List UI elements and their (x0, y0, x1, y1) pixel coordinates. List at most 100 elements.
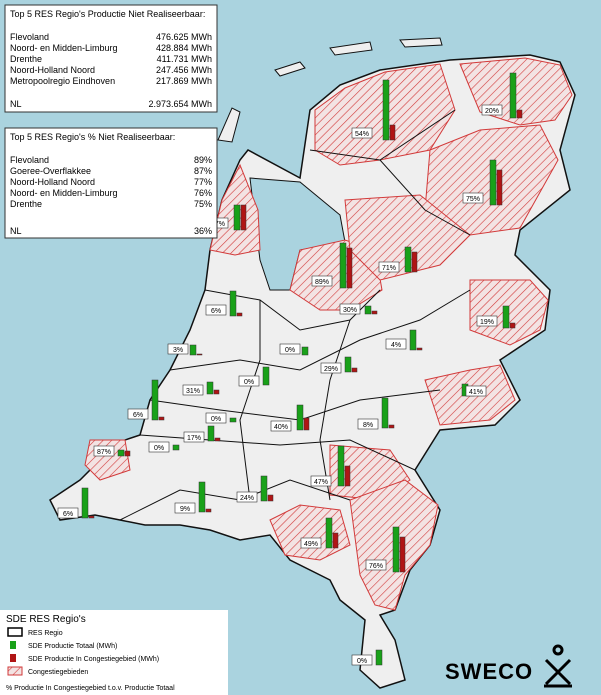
label-box (183, 431, 205, 443)
row-name: Goeree-Overflakkee (10, 166, 91, 176)
bar-congestion (332, 532, 339, 549)
bar-congestion (496, 169, 503, 206)
row-value: 75% (194, 199, 212, 209)
bar-congestion (213, 389, 220, 395)
bar-congestion (236, 312, 243, 317)
legend: SDE RES Regio's RES Regio SDE Productie … (0, 610, 228, 695)
row-value: 89% (194, 155, 212, 165)
label-box (127, 408, 149, 420)
bar-total (172, 444, 180, 451)
percent-label: 9% (180, 506, 190, 513)
label-box (182, 384, 204, 396)
legend-note: % Productie In Congestiegebied t.o.v. Pr… (6, 685, 175, 692)
bar-congestion (303, 417, 310, 431)
percent-label: 77% (211, 221, 225, 228)
logo: SWECO (445, 644, 572, 688)
percent-label: 0% (285, 347, 295, 354)
percent-label: 76% (369, 563, 383, 570)
bar-congestion (346, 247, 353, 289)
bar-total (339, 242, 347, 289)
box-title: Top 5 RES Regio's Productie Niet Realise… (10, 9, 205, 19)
percent-label: 71% (382, 265, 396, 272)
label-box (300, 537, 322, 549)
percent-label: 0% (211, 416, 221, 423)
row-name: Flevoland (10, 32, 49, 42)
row-name: Noord- en Midden-Limburg (10, 188, 118, 198)
legend-swatch (10, 641, 16, 649)
label-box (93, 445, 115, 457)
label-box (279, 343, 301, 355)
total-name: NL (10, 99, 22, 109)
percent-label: 54% (355, 131, 369, 138)
bar-congestion (371, 310, 378, 315)
label-box (174, 502, 196, 514)
bar-congestion (196, 353, 203, 356)
bar-congestion (267, 494, 274, 502)
bar-total (375, 649, 383, 666)
percent-label: 31% (186, 388, 200, 395)
island (329, 41, 373, 56)
percent-label: 29% (324, 366, 338, 373)
bar-total (404, 246, 412, 273)
label-box (465, 385, 487, 397)
bar-total (509, 72, 517, 119)
label-box (57, 507, 79, 519)
percent-label: 17% (187, 435, 201, 442)
row-value: 76% (194, 188, 212, 198)
bar-congestion (214, 437, 221, 442)
bar-total (502, 305, 510, 329)
percent-label: 3% (173, 347, 183, 354)
box-title: Top 5 RES Regio's % Niet Realiseerbaar: (10, 132, 175, 142)
bar-congestion (88, 515, 95, 519)
bar-total (325, 517, 333, 549)
row-value: 428.884 MWh (156, 43, 212, 53)
bar-total (117, 449, 125, 457)
label-box (310, 475, 332, 487)
label-box (462, 192, 484, 204)
percent-label: 6% (211, 308, 221, 315)
percent-label: 19% (480, 319, 494, 326)
bar-congestion (158, 416, 165, 421)
bar-congestion (388, 424, 395, 429)
bar-congestion (240, 204, 247, 231)
bar-total (296, 404, 304, 431)
logo-text: SWECO (445, 659, 533, 684)
total-value: 36% (194, 226, 212, 236)
bar-total (337, 445, 345, 487)
bar-total (206, 381, 214, 395)
bar-congestion (509, 322, 516, 329)
row-name: Noord-Holland Noord (10, 65, 95, 75)
row-name: Noord-Holland Noord (10, 177, 95, 187)
bar-total (262, 366, 270, 386)
bar-total (189, 344, 197, 356)
bar-total (382, 79, 390, 141)
bar-congestion (516, 109, 523, 119)
percent-label: 40% (274, 424, 288, 431)
percent-label: 30% (343, 307, 357, 314)
percent-label: 0% (244, 379, 254, 386)
percent-label: 8% (363, 422, 373, 429)
row-value: 77% (194, 177, 212, 187)
percent-label: 87% (97, 449, 111, 456)
row-name: Metropoolregio Eindhoven (10, 76, 115, 86)
bar-total (198, 481, 206, 513)
bar-total (229, 417, 237, 423)
bar-total (207, 425, 215, 442)
bar-total (489, 159, 497, 206)
percent-label: 0% (154, 445, 164, 452)
bar-congestion (124, 450, 131, 457)
percent-label: 41% (469, 389, 483, 396)
bar-congestion (351, 367, 358, 373)
bar-congestion (205, 508, 212, 513)
label-box (205, 304, 227, 316)
island (217, 107, 241, 143)
label-box (238, 375, 260, 387)
row-value: 247.456 MWh (156, 65, 212, 75)
bar-total (151, 379, 159, 421)
legend-item: SDE Productie Totaal (MWh) (28, 643, 117, 650)
bar-total (81, 487, 89, 519)
bar-congestion (416, 347, 423, 351)
info-box-production: Top 5 RES Regio's Productie Niet Realise… (4, 4, 218, 113)
info-box-percent: Top 5 RES Regio's % Niet Realiseerbaar: … (4, 127, 218, 239)
